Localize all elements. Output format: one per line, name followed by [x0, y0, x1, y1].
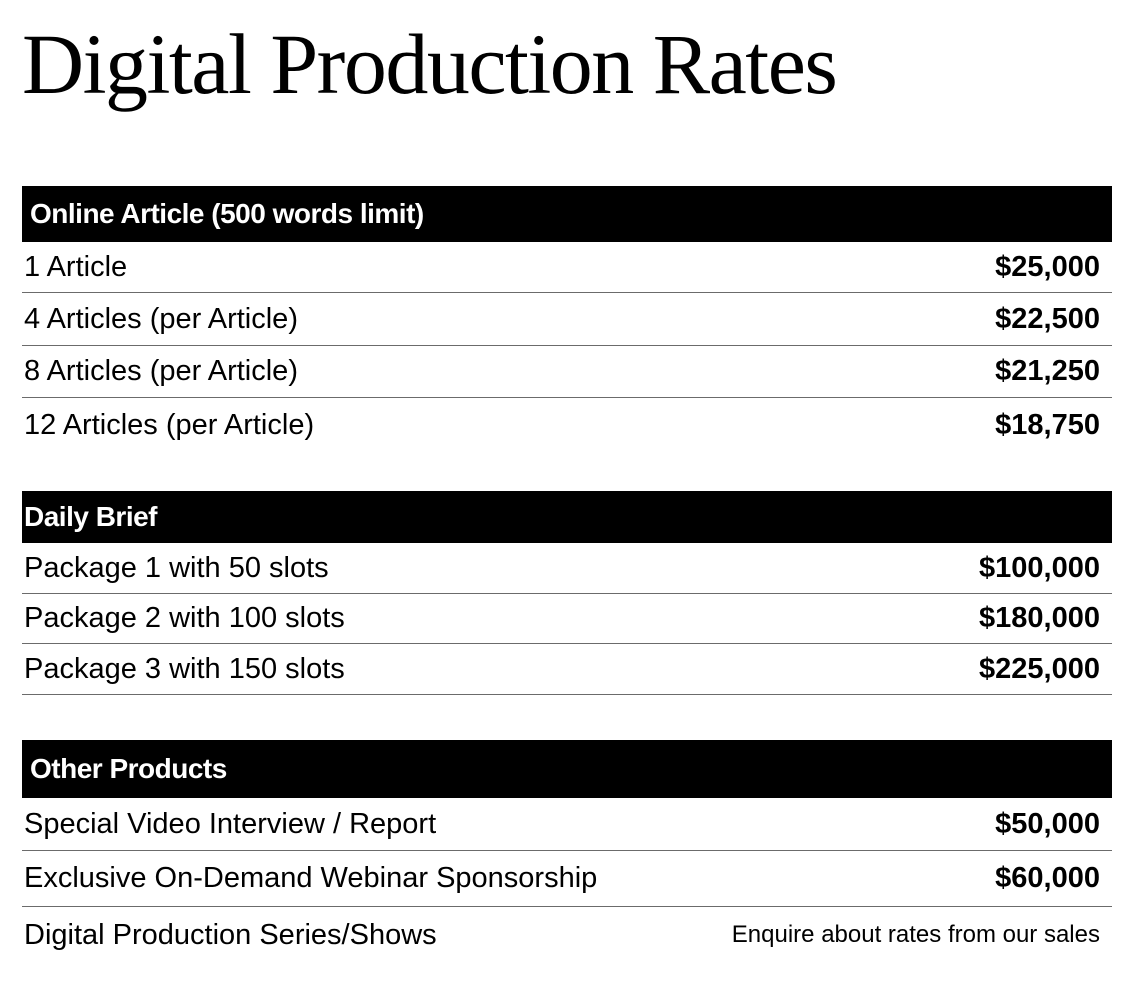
item-label: Exclusive On-Demand Webinar Sponsorship: [24, 862, 598, 894]
item-label: 12 Articles (per Article): [24, 408, 315, 441]
item-price: $25,000: [995, 250, 1100, 283]
item-price: $60,000: [995, 862, 1100, 894]
other-products-table: Other Products Special Video Interview /…: [22, 740, 1112, 963]
item-price: $50,000: [995, 807, 1100, 840]
item-label: 4 Articles (per Article): [24, 302, 298, 335]
section-header-daily-brief: Daily Brief: [22, 491, 1112, 543]
table-row: Exclusive On-Demand Webinar Sponsorship …: [22, 851, 1112, 907]
table-row: Package 3 with 150 slots $225,000: [22, 644, 1112, 695]
table-row: 12 Articles (per Article) $18,750: [22, 398, 1112, 452]
item-price: $18,750: [995, 408, 1100, 441]
table-row: 8 Articles (per Article) $21,250: [22, 346, 1112, 398]
table-row: Package 2 with 100 slots $180,000: [22, 594, 1112, 644]
item-price: $100,000: [979, 551, 1100, 584]
item-label: Package 2 with 100 slots: [24, 602, 345, 634]
daily-brief-table: Daily Brief Package 1 with 50 slots $100…: [22, 491, 1112, 695]
table-row: Special Video Interview / Report $50,000: [22, 798, 1112, 851]
section-header-other-products: Other Products: [22, 740, 1112, 798]
item-price: $225,000: [979, 652, 1100, 685]
online-article-table: Online Article (500 words limit) 1 Artic…: [22, 186, 1112, 452]
table-row: 4 Articles (per Article) $22,500: [22, 293, 1112, 346]
table-row: Digital Production Series/Shows Enquire …: [22, 907, 1112, 963]
item-label: Digital Production Series/Shows: [24, 918, 437, 951]
item-note: Enquire about rates from our sales: [731, 921, 1100, 948]
table-row: Package 1 with 50 slots $100,000: [22, 543, 1112, 594]
item-price: $22,500: [995, 302, 1100, 335]
item-label: Special Video Interview / Report: [24, 807, 437, 840]
page-title: Digital Production Rates: [22, 16, 838, 112]
item-label: 8 Articles (per Article): [24, 355, 298, 387]
item-price: $21,250: [995, 355, 1100, 387]
item-price: $180,000: [979, 602, 1100, 634]
section-header-online-article: Online Article (500 words limit): [22, 186, 1112, 242]
item-label: Package 3 with 150 slots: [24, 652, 345, 685]
item-label: 1 Article: [24, 250, 128, 283]
table-row: 1 Article $25,000: [22, 242, 1112, 293]
item-label: Package 1 with 50 slots: [24, 551, 329, 584]
